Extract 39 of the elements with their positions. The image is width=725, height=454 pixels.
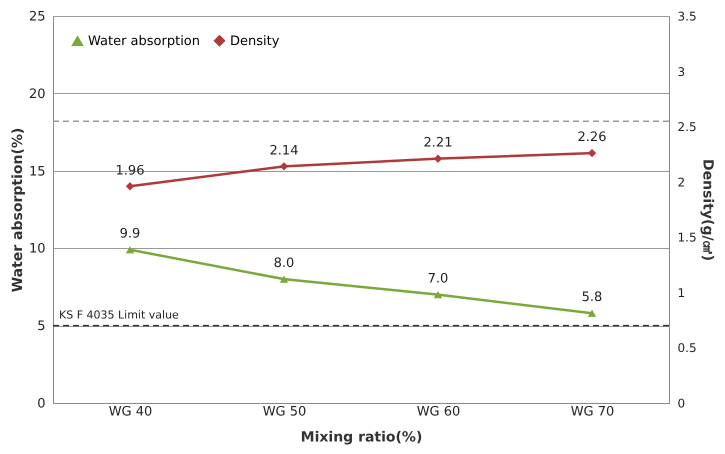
point	[434, 291, 442, 298]
y-axis-title: Water absorption(%)	[10, 128, 26, 292]
point	[434, 154, 442, 163]
point	[588, 310, 596, 317]
point	[280, 162, 288, 171]
data-label: 2.21	[424, 136, 452, 151]
data-label: 1.96	[116, 163, 144, 178]
y2-tick-label: 3.5	[678, 10, 697, 24]
y2-tick-label: 0.5	[678, 341, 697, 356]
y2-tick-label: 1.5	[678, 230, 697, 245]
y-tick-label: 20	[28, 86, 46, 102]
data-label: 2.14	[270, 143, 298, 158]
y2-tick-label: 2	[678, 175, 686, 190]
y-tick-label: 0	[37, 396, 46, 412]
y-tick-label: 15	[28, 164, 46, 180]
y2-tick-label: 0	[678, 396, 686, 410]
data-label: 8.0	[274, 256, 294, 272]
point	[126, 246, 134, 254]
point	[126, 182, 134, 190]
ref-line-label: KS F 4035 Limit value	[59, 308, 180, 322]
data-label: 7.0	[428, 272, 448, 287]
y-tick-label: 25	[28, 10, 46, 24]
y-tick-label: 10	[28, 242, 46, 257]
y-tick-label: 5	[37, 319, 46, 334]
legend-label: Density	[230, 34, 280, 49]
y2-tick-label: 2.5	[678, 120, 697, 134]
x-axis-title: Mixing ratio(%)	[300, 430, 422, 446]
y2-tick-label: 3	[678, 64, 686, 79]
y2-tick-label: 1	[678, 286, 686, 300]
legend-label: Water absorption	[88, 34, 200, 50]
y2-axis-title: Density(g/㎤)	[700, 159, 716, 261]
x-tick-label: WG 50	[262, 404, 306, 420]
data-label: 9.9	[120, 226, 140, 242]
data-label: 5.8	[582, 290, 602, 306]
data-label: 2.26	[578, 130, 606, 146]
x-tick-label: WG 70	[570, 404, 614, 420]
x-tick-label: WG 40	[108, 404, 152, 420]
x-tick-label: WG 60	[416, 404, 460, 420]
point	[280, 276, 288, 283]
